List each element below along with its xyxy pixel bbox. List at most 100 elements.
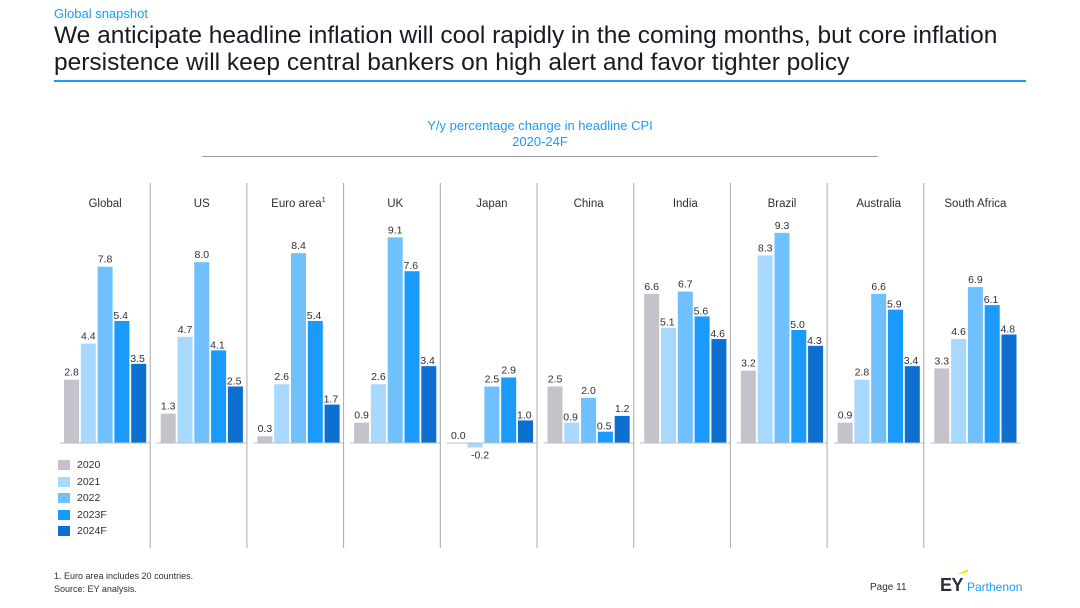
- value-label-uk-2021: 2.6: [371, 371, 386, 383]
- bar-australia-2020: [837, 422, 853, 443]
- logo-parthenon-text: Parthenon: [967, 580, 1023, 594]
- value-label-south-africa-2020: 3.3: [934, 355, 949, 367]
- bar-india-2023f: [694, 316, 710, 443]
- category-label-uk: UK: [387, 198, 403, 210]
- value-label-euro-area-2024f: 1.7: [324, 394, 339, 406]
- bar-australia-2021: [854, 379, 870, 443]
- bar-china-2020: [547, 386, 563, 443]
- chart-title: Y/y percentage change in headline CPI: [427, 118, 653, 133]
- bar-euro-area-2021: [274, 384, 290, 443]
- category-label-euro-area: Euro area1: [271, 195, 326, 210]
- value-label-global-2022: 7.8: [98, 254, 113, 266]
- bar-euro-area-2020: [257, 436, 273, 443]
- bar-japan-2023f: [501, 377, 517, 443]
- source-note: Source: EY analysis.: [54, 584, 137, 594]
- value-label-global-2024f: 3.5: [130, 353, 145, 365]
- value-label-brazil-2020: 3.2: [741, 358, 756, 370]
- legend-label-2021: 2021: [77, 475, 101, 488]
- category-label-south-africa: South Africa: [944, 198, 1007, 210]
- value-label-japan-2023f: 2.9: [501, 364, 516, 376]
- bar-brazil-2022: [774, 232, 790, 443]
- bar-australia-2023f: [888, 309, 903, 443]
- bar-japan-2021: [467, 443, 483, 448]
- value-label-china-2020: 2.5: [548, 374, 563, 386]
- value-label-australia-2024f: 3.4: [904, 355, 919, 367]
- category-label-brazil: Brazil: [768, 198, 797, 210]
- value-label-south-africa-2021: 4.6: [951, 326, 966, 338]
- bar-japan-2022: [484, 386, 500, 443]
- value-label-brazil-2024f: 4.3: [807, 335, 822, 347]
- ey-parthenon-logo: EY Parthenon: [940, 569, 1030, 597]
- legend-swatch-2024f: [58, 526, 70, 536]
- bar-us-2020: [160, 413, 176, 443]
- value-label-australia-2023f: 5.9: [887, 299, 902, 311]
- bar-india-2024f: [711, 339, 727, 443]
- legend-swatch-2021: [58, 476, 70, 487]
- category-label-global: Global: [88, 198, 121, 210]
- bar-us-2023f: [211, 350, 227, 443]
- value-label-south-africa-2022: 6.9: [968, 274, 983, 286]
- logo-ey-text: EY: [940, 575, 964, 595]
- bar-uk-2023f: [404, 271, 420, 443]
- bar-brazil-2023f: [791, 330, 807, 443]
- bar-global-2023f: [114, 320, 130, 443]
- value-label-australia-2022: 6.6: [871, 281, 886, 293]
- bar-global-2020: [64, 379, 79, 443]
- category-label-india: India: [673, 198, 699, 210]
- title-divider: [54, 80, 1026, 82]
- value-label-brazil-2023f: 5.0: [790, 319, 805, 331]
- value-label-brazil-2021: 8.3: [758, 242, 773, 254]
- bar-south-africa-2022: [967, 287, 983, 443]
- value-label-global-2020: 2.8: [64, 367, 79, 379]
- value-label-euro-area-2022: 8.4: [291, 240, 306, 252]
- value-label-india-2024f: 4.6: [710, 328, 725, 340]
- category-label-australia: Australia: [856, 198, 901, 210]
- value-label-japan-2024f: 1.0: [517, 409, 532, 421]
- value-label-uk-2020: 0.9: [354, 410, 369, 422]
- legend-label-2024f: 2024F: [77, 525, 107, 537]
- legend-label-2023f: 2023F: [77, 508, 107, 521]
- bar-south-africa-2023f: [984, 305, 1000, 443]
- bar-uk-2022: [387, 237, 403, 443]
- value-label-australia-2021: 2.8: [855, 367, 870, 379]
- value-label-china-2024f: 1.2: [615, 403, 630, 415]
- value-label-india-2021: 5.1: [660, 317, 675, 329]
- bar-china-2021: [564, 422, 580, 443]
- value-label-uk-2023f: 7.6: [404, 260, 419, 272]
- logo-beam-icon: [956, 569, 968, 575]
- value-label-japan-2021: -0.2: [471, 450, 489, 462]
- value-label-china-2022: 2.0: [581, 385, 596, 397]
- bar-uk-2024f: [421, 366, 437, 443]
- legend-swatch-2020: [58, 460, 70, 470]
- value-label-global-2023f: 5.4: [113, 310, 128, 322]
- page-headline: We anticipate headline inflation will co…: [54, 22, 998, 76]
- value-label-india-2020: 6.6: [644, 281, 659, 293]
- bar-global-2021: [80, 343, 96, 443]
- bar-south-africa-2020: [934, 368, 950, 443]
- chart-subtitle: 2020-24F: [512, 134, 568, 149]
- bar-global-2024f: [131, 363, 147, 443]
- bar-australia-2024f: [904, 366, 920, 443]
- bar-euro-area-2022: [291, 253, 306, 443]
- value-label-euro-area-2023f: 5.4: [307, 310, 322, 322]
- legend-swatch-2022: [58, 493, 70, 503]
- bar-brazil-2021: [757, 255, 773, 443]
- bar-us-2021: [177, 336, 193, 443]
- value-label-china-2023f: 0.5: [597, 421, 612, 433]
- bar-india-2020: [644, 293, 660, 443]
- bar-uk-2021: [370, 384, 386, 443]
- category-label-china: China: [574, 198, 605, 210]
- value-label-euro-area-2021: 2.6: [274, 371, 289, 383]
- value-label-india-2023f: 5.6: [694, 305, 709, 317]
- value-label-japan-2022: 2.5: [485, 374, 500, 386]
- bar-australia-2022: [871, 293, 887, 443]
- value-label-global-2021: 4.4: [81, 331, 96, 343]
- bar-brazil-2020: [740, 370, 756, 443]
- value-label-us-2024f: 2.5: [227, 376, 242, 388]
- value-label-india-2022: 6.7: [678, 279, 693, 291]
- value-label-uk-2024f: 3.4: [420, 355, 435, 367]
- value-label-us-2020: 1.3: [161, 401, 176, 413]
- bar-india-2022: [677, 291, 693, 443]
- value-label-euro-area-2020: 0.3: [258, 423, 273, 435]
